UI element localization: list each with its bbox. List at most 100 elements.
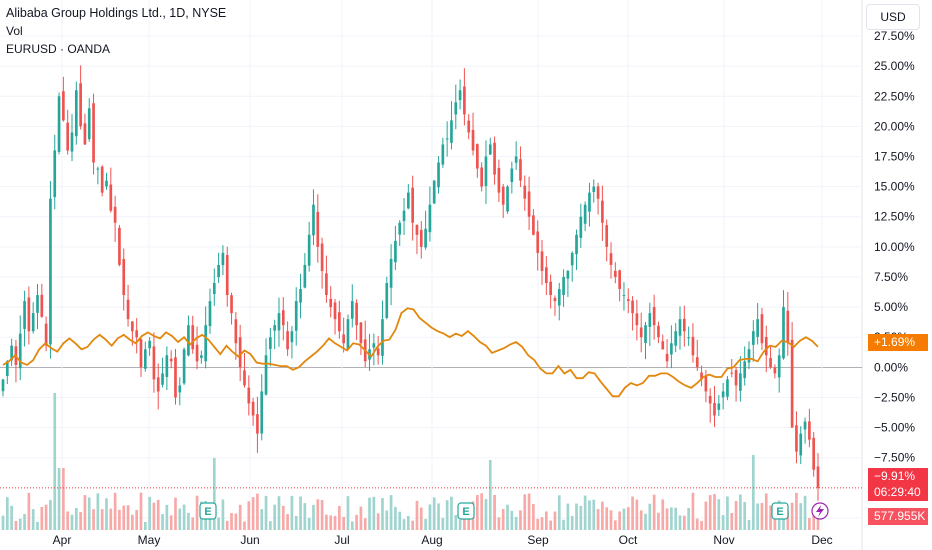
candle-body [394,240,397,263]
candle-body [428,204,432,233]
candle-body [764,336,768,356]
candle-body [338,312,341,332]
volume-bar [432,497,436,530]
earnings-icon[interactable] [771,502,789,520]
y-tick-label: −2.50% [874,390,915,404]
volume-bar [281,505,285,530]
candle-body [622,295,626,297]
candle-body [204,325,208,362]
candle-body [510,168,514,183]
volume-bar [394,506,397,530]
candle-body [290,331,294,343]
compare-legend[interactable]: EURUSD · OANDA [6,42,111,56]
volume-bar [27,492,31,530]
volume-bar [294,516,298,530]
candle-body [66,122,70,151]
candle-body [182,349,186,384]
candle-body [238,337,242,368]
candle-body [113,206,117,223]
volume-bar [66,511,70,530]
candle-body [376,348,380,356]
candle-body [756,319,759,337]
candle-body [53,150,57,198]
candle-body [739,373,742,391]
volume-bar [700,521,703,530]
volume-bar [596,509,600,530]
candle-body [5,361,9,376]
candle-body [419,229,423,247]
candle-body [247,387,251,404]
volume-bar [18,518,22,530]
x-tick-label: May [138,533,161,547]
volume-bar [588,500,591,530]
candle-body [105,180,108,187]
y-tick-label: 12.50% [874,210,915,224]
candle-body [264,355,268,395]
volume-bar [31,509,35,530]
volume-bar [519,510,522,530]
candle-body [23,301,26,329]
volume-bar [764,493,768,530]
candle-body [523,185,527,199]
candle-body [230,295,233,314]
candle-body [92,103,95,163]
volume-bar [782,509,785,530]
volume-bar [10,505,13,530]
volume-bar [303,503,307,530]
volume-bar [92,509,95,530]
y-tick-label: 0.00% [874,360,908,374]
candle-body [467,120,471,133]
volume-bar [816,516,820,530]
volume-bar [174,497,177,530]
bar-countdown-tag: 06:29:40 [868,484,928,501]
volume-bar [187,512,190,530]
volume-bar [652,494,656,530]
volume-bar [639,510,643,530]
volume-bar [269,521,272,530]
earnings-icon[interactable] [457,502,475,520]
volume-bar [307,517,311,530]
volume-bar [739,494,742,530]
candle-body [359,322,363,344]
last-change-tag: −9.91% [868,468,928,485]
volume-bar [251,497,255,530]
volume-bar [359,506,363,530]
candle-body [178,385,182,393]
volume-bar [264,495,268,530]
candle-body [583,204,587,224]
candle-body [751,331,755,345]
volume-legend[interactable]: Vol [6,24,23,38]
volume-bar [536,518,540,530]
volume-bar [225,520,229,530]
y-tick-label: 15.00% [874,180,915,194]
volume-bar [195,495,199,530]
volume-bar [256,493,259,530]
volume-bar [786,510,790,530]
volume-bar [62,468,65,530]
candle-body [333,302,337,320]
volume-bar [458,519,462,530]
candle-body [519,159,522,181]
candle-body [687,337,690,339]
y-tick-label: 10.00% [874,240,915,254]
currency-button[interactable]: USD [866,4,920,30]
volume-bar [493,494,496,530]
volume-bar [325,514,328,530]
candle-body [96,168,100,170]
volume-bar [316,499,320,530]
volume-bar [105,498,108,530]
x-tick-label: Jul [334,533,349,547]
candle-body [631,300,634,314]
symbol-title[interactable]: Alibaba Group Holdings Ltd., 1D, NYSE [6,6,227,20]
candle-body [695,357,699,368]
volume-bar [721,515,725,530]
candle-body [122,258,126,296]
volume-bar [730,512,734,530]
candle-body [152,346,156,380]
candle-body [549,281,552,296]
candle-body [346,319,350,350]
candle-body [100,166,104,193]
candle-body [601,200,604,223]
earnings-icon[interactable] [199,502,217,520]
